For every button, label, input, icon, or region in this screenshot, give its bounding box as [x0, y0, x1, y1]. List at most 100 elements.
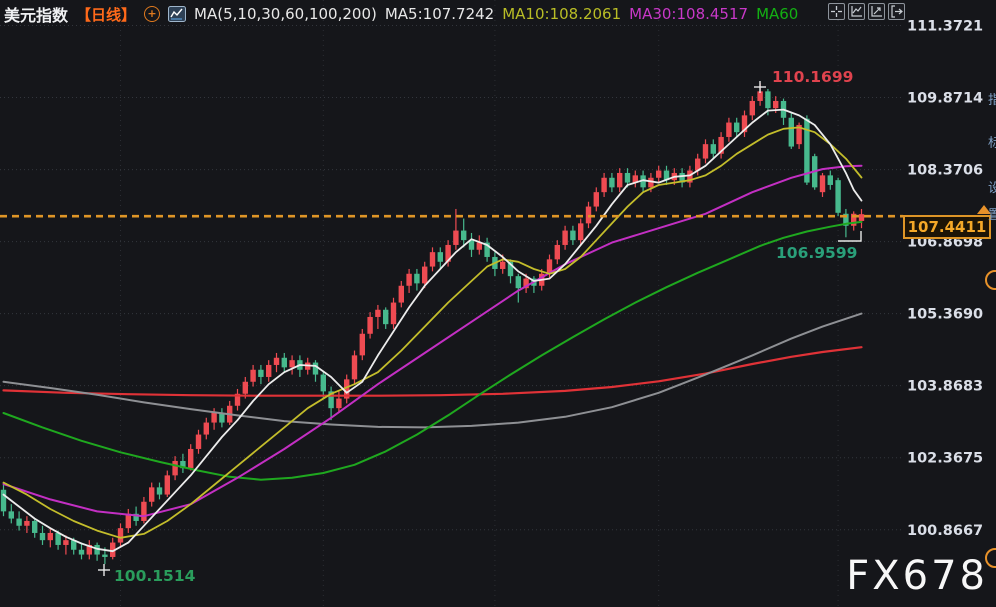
ma10-line [2, 126, 863, 539]
candle-body [663, 170, 670, 181]
candle-body [741, 115, 748, 133]
price-up-arrow-icon [977, 205, 991, 215]
candle-body [24, 520, 30, 526]
candle-body [484, 242, 490, 257]
candle-body [445, 244, 451, 262]
candle-body [578, 223, 584, 241]
y-axis-label: 111.3721 [907, 19, 983, 35]
pan-move-icon[interactable] [828, 3, 845, 20]
candle-body [827, 175, 833, 185]
timeframe-label: 【日线】 [76, 5, 137, 24]
candle-body [710, 144, 716, 154]
candle-body [414, 273, 420, 284]
fx678-watermark: FX678 [846, 553, 988, 599]
candle-body [570, 230, 576, 241]
candle-body [632, 175, 638, 183]
candle-body [188, 448, 194, 469]
clipped-circle-button[interactable] [985, 548, 996, 568]
candle-body [718, 136, 724, 154]
candle-body [32, 520, 38, 533]
axes-chart-icon[interactable] [848, 3, 865, 20]
candle-body [375, 309, 381, 317]
candle-body [8, 511, 14, 519]
candle-body [453, 230, 459, 245]
exit-fullscreen-icon[interactable] [888, 3, 905, 20]
add-indicator-icon[interactable]: + [144, 6, 161, 22]
candle-body [55, 532, 61, 545]
candle-body [843, 213, 849, 226]
candle-body [461, 230, 467, 241]
candle-body [203, 422, 209, 435]
annotation-low-text: 100.1514 [114, 567, 196, 585]
candle-body [149, 487, 155, 502]
candle-body [110, 542, 116, 557]
candle-body [359, 333, 365, 356]
ma10-value: MA10:108.2061 [502, 5, 622, 23]
candle-body [765, 91, 771, 109]
candle-body [16, 518, 22, 526]
y-axis-label: 100.8667 [907, 523, 983, 539]
candle-body [71, 540, 77, 550]
candle-body [273, 357, 280, 365]
candle-body [211, 412, 217, 423]
clipped-edge-text: 设 [988, 181, 996, 196]
candle-body [242, 381, 248, 394]
ma60-line [2, 220, 863, 481]
candle-body [695, 158, 701, 171]
candle-body [219, 412, 225, 423]
candle-body [468, 240, 475, 250]
candle-body [562, 230, 568, 245]
candle-body [141, 501, 147, 521]
y-axis-label: 108.3706 [907, 163, 983, 179]
axes-arrow-icon[interactable] [868, 3, 885, 20]
candle-body [500, 261, 506, 269]
candle-body [266, 364, 272, 377]
candle-body [476, 242, 482, 250]
candle-body [281, 357, 287, 368]
candle-body [648, 177, 654, 188]
candle-body [773, 100, 779, 109]
candle-body [702, 144, 709, 159]
ma5-value: MA5:107.7242 [384, 5, 495, 23]
ma200-line [2, 346, 863, 397]
candle-body [258, 369, 264, 377]
candle-body [156, 487, 163, 495]
candle-body [656, 170, 662, 178]
candle-body [734, 122, 740, 133]
angle-marker-icon [838, 231, 862, 242]
candle-body [796, 124, 802, 145]
candle-body [835, 180, 841, 213]
ma100-line [2, 312, 863, 429]
candle-body [757, 91, 763, 101]
candle-body [523, 278, 529, 289]
candle-body [617, 172, 623, 188]
candle-body [507, 261, 514, 277]
y-axis-label: 103.8683 [907, 379, 983, 395]
candle-body [593, 192, 599, 207]
candle-body [383, 309, 389, 325]
candle-body [133, 513, 139, 521]
candle-body [250, 369, 256, 382]
candle-body [367, 316, 373, 334]
candle-body [515, 276, 521, 289]
clipped-circle-button[interactable] [985, 270, 996, 290]
candle-body [172, 460, 178, 476]
candle-body [180, 460, 186, 469]
candle-body [164, 475, 170, 495]
chart-toolbar [828, 3, 905, 20]
annotation-swing-low-text: 106.9599 [776, 244, 857, 262]
candle-body [422, 266, 428, 284]
candle-body [289, 360, 295, 368]
chart-type-icon[interactable] [168, 6, 187, 22]
candle-body [437, 252, 443, 262]
candle-body [726, 122, 732, 137]
candle-body [640, 175, 646, 188]
candle-body [344, 379, 350, 399]
chart-header: 美元指数 【日线】 + MA(5,10,30,60,100,200) MA5:1… [4, 4, 799, 25]
candle-body [312, 362, 319, 375]
ma60-value: MA60 [756, 5, 799, 23]
candle-body [234, 393, 241, 406]
candle-body [0, 489, 7, 512]
last-price-tag: 107.4411 [903, 215, 991, 240]
